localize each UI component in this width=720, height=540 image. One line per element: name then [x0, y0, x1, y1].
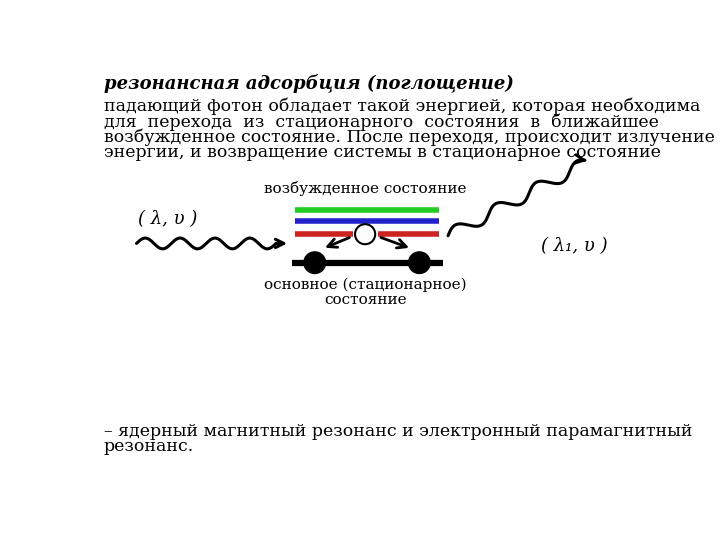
- Text: возбужденное состояние. После переходя, происходит излучение: возбужденное состояние. После переходя, …: [104, 129, 715, 146]
- Text: ( λ, υ ): ( λ, υ ): [138, 210, 197, 228]
- Text: резонанс.: резонанс.: [104, 438, 194, 455]
- Circle shape: [304, 252, 325, 273]
- Text: возбужденное состояние: возбужденное состояние: [264, 181, 467, 195]
- Text: основное (стационарное): основное (стационарное): [264, 278, 467, 293]
- Text: – ядерный магнитный резонанс и электронный парамагнитный: – ядерный магнитный резонанс и электронн…: [104, 423, 693, 440]
- Text: падающий фотон обладает такой энергией, которая необходима: падающий фотон обладает такой энергией, …: [104, 98, 701, 116]
- Text: состояние: состояние: [324, 293, 406, 307]
- Text: энергии, и возвращение системы в стационарное состояние: энергии, и возвращение системы в стацион…: [104, 144, 661, 161]
- Text: для  перехода  из  стационарного  состояния  в  ближайшее: для перехода из стационарного состояния …: [104, 113, 659, 131]
- Text: ( λ₁, υ ): ( λ₁, υ ): [541, 237, 608, 255]
- Text: резонансная адсорбция (поглощение): резонансная адсорбция (поглощение): [104, 74, 514, 93]
- Circle shape: [355, 224, 375, 244]
- Circle shape: [408, 252, 431, 273]
